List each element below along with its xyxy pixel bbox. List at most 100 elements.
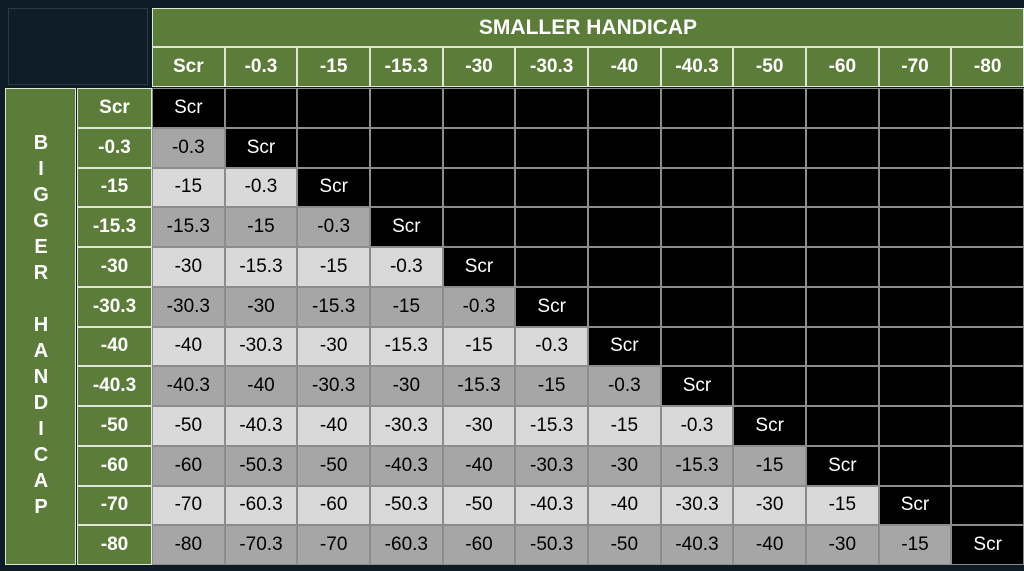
value-cell: -15.3 (370, 326, 443, 367)
value-cell: -70 (152, 485, 225, 526)
value-cell: -30 (297, 326, 370, 367)
empty-cell (515, 88, 588, 128)
value-cell: -15 (370, 286, 443, 327)
row-header: -15 (77, 167, 152, 208)
value-cell: -15 (733, 445, 806, 486)
empty-cell (806, 207, 879, 247)
empty-cell (660, 326, 734, 367)
value-cell: -15.3 (297, 286, 370, 327)
empty-cell (515, 167, 588, 208)
diagonal-cell: Scr (515, 286, 588, 327)
empty-cell (660, 167, 734, 208)
side-title: BIGGER HANDICAP (5, 88, 76, 565)
empty-cell (951, 485, 1024, 526)
value-cell: -0.3 (588, 366, 661, 406)
value-cell: -30 (733, 485, 806, 526)
column-header: -15.3 (370, 47, 443, 87)
row-header: -50 (77, 406, 152, 446)
value-cell: -80 (152, 525, 225, 565)
value-cell: -60.3 (370, 525, 443, 565)
value-cell: -15 (878, 525, 952, 565)
empty-cell (588, 286, 661, 327)
value-cell: -60 (442, 525, 516, 565)
column-header: -0.3 (224, 47, 298, 87)
empty-cell (224, 88, 298, 128)
diagonal-cell: Scr (370, 207, 443, 247)
row-header: -40.3 (77, 366, 152, 406)
empty-cell (951, 406, 1024, 446)
empty-cell (660, 88, 734, 128)
empty-cell (733, 286, 806, 327)
value-cell: -60.3 (224, 485, 298, 526)
value-cell: -30.3 (370, 406, 443, 446)
empty-cell (878, 127, 952, 168)
row-header: -40 (77, 326, 152, 367)
empty-cell (878, 406, 952, 446)
empty-cell (951, 88, 1024, 128)
row-header: -0.3 (77, 127, 152, 168)
value-cell: -40 (588, 485, 661, 526)
empty-cell (878, 445, 952, 486)
value-cell: -15.3 (442, 366, 516, 406)
empty-cell (588, 167, 661, 208)
value-cell: -0.3 (224, 167, 298, 208)
value-cell: -40.3 (515, 485, 588, 526)
empty-cell (733, 207, 806, 247)
diagonal-cell: Scr (660, 366, 734, 406)
empty-cell (442, 167, 516, 208)
value-cell: -40 (297, 406, 370, 446)
empty-cell (297, 88, 370, 128)
column-header: -50 (733, 47, 806, 87)
empty-cell (442, 88, 516, 128)
value-cell: -30.3 (297, 366, 370, 406)
empty-cell (806, 247, 879, 287)
value-cell: -50 (152, 406, 225, 446)
empty-cell (660, 207, 734, 247)
value-cell: -15 (224, 207, 298, 247)
empty-cell (951, 247, 1024, 287)
column-header: -15 (297, 47, 370, 87)
empty-cell (733, 88, 806, 128)
empty-cell (806, 127, 879, 168)
empty-cell (951, 366, 1024, 406)
diagonal-cell: Scr (951, 525, 1024, 565)
value-cell: -15.3 (660, 445, 734, 486)
empty-cell (806, 366, 879, 406)
value-cell: -0.3 (660, 406, 734, 446)
empty-cell (370, 167, 443, 208)
empty-cell (370, 127, 443, 168)
empty-cell (515, 127, 588, 168)
value-cell: -40.3 (224, 406, 298, 446)
value-cell: -40 (733, 525, 806, 565)
value-cell: -30 (442, 406, 516, 446)
column-header: -30 (442, 47, 516, 87)
empty-cell (515, 247, 588, 287)
value-cell: -15 (297, 247, 370, 287)
value-cell: -0.3 (442, 286, 516, 327)
value-cell: -30 (588, 445, 661, 486)
corner (8, 8, 148, 85)
value-cell: -40.3 (660, 525, 734, 565)
column-header: -70 (878, 47, 952, 87)
empty-cell (660, 247, 734, 287)
column-header: -40 (588, 47, 661, 87)
value-cell: -60 (297, 485, 370, 526)
empty-cell (588, 127, 661, 168)
column-header: -80 (951, 47, 1024, 87)
empty-cell (442, 127, 516, 168)
diagonal-cell: Scr (442, 247, 516, 287)
value-cell: -50.3 (224, 445, 298, 486)
empty-cell (806, 406, 879, 446)
row-header: Scr (77, 88, 152, 128)
empty-cell (733, 247, 806, 287)
empty-cell (297, 127, 370, 168)
diagonal-cell: Scr (224, 127, 298, 168)
value-cell: -60 (152, 445, 225, 486)
diagonal-cell: Scr (588, 326, 661, 367)
table-title: SMALLER HANDICAP (152, 8, 1024, 47)
empty-cell (951, 326, 1024, 367)
value-cell: -50 (297, 445, 370, 486)
value-cell: -0.3 (152, 127, 225, 168)
empty-cell (442, 207, 516, 247)
empty-cell (878, 167, 952, 208)
